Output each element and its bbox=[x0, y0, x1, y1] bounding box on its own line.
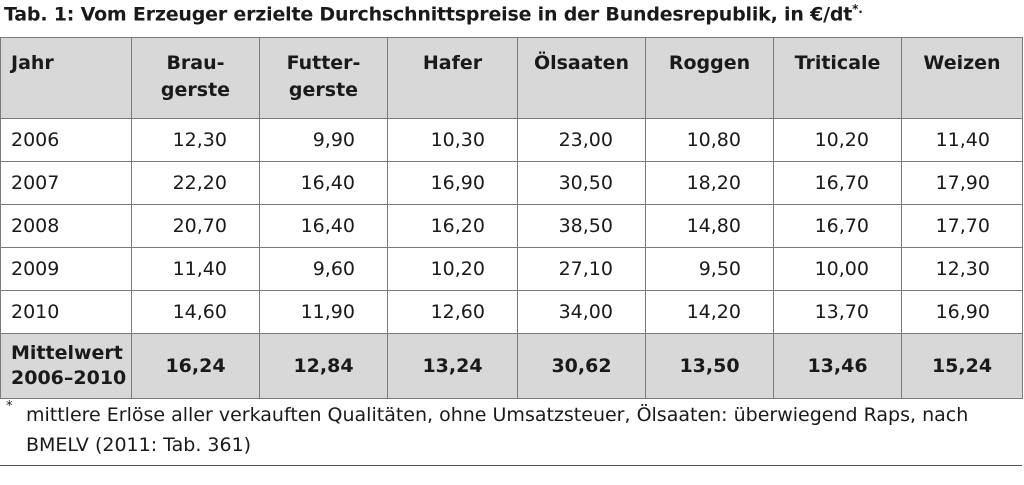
header-hafer: Hafer bbox=[387, 37, 518, 119]
cell-value: 38,50 bbox=[517, 204, 646, 248]
cell-value: 16,70 bbox=[773, 204, 902, 248]
cell-value: 16,90 bbox=[387, 161, 518, 205]
cell-year: 2008 bbox=[0, 204, 132, 248]
cell-value: 10,20 bbox=[773, 118, 902, 162]
cell-year: 2009 bbox=[0, 247, 132, 291]
mean-label: Mittelwert 2006–2010 bbox=[0, 333, 132, 399]
cell-year: 2007 bbox=[0, 161, 132, 205]
header-braugerste: Brau-gerste bbox=[131, 37, 260, 119]
cell-value: 17,90 bbox=[901, 161, 1023, 205]
mean-value: 15,24 bbox=[901, 333, 1023, 399]
cell-value: 9,50 bbox=[645, 247, 774, 291]
cell-year: 2010 bbox=[0, 290, 132, 334]
cell-year: 2006 bbox=[0, 118, 132, 162]
cell-value: 12,30 bbox=[131, 118, 260, 162]
table-row: 2010 14,60 11,90 12,60 34,00 14,20 13,70… bbox=[0, 290, 1023, 334]
table-caption: Tab. 1: Vom Erzeuger erzielte Durchschni… bbox=[4, 2, 863, 25]
cell-value: 16,20 bbox=[387, 204, 518, 248]
header-roggen: Roggen bbox=[645, 37, 774, 119]
cell-value: 16,40 bbox=[259, 161, 388, 205]
cell-value: 12,30 bbox=[901, 247, 1023, 291]
mean-value: 12,84 bbox=[259, 333, 388, 399]
price-table: Jahr Brau-gerste Futter-gerste Hafer Öls… bbox=[0, 37, 1023, 399]
cell-value: 11,90 bbox=[259, 290, 388, 334]
cell-value: 12,60 bbox=[387, 290, 518, 334]
cell-value: 9,90 bbox=[259, 118, 388, 162]
mean-value: 13,24 bbox=[387, 333, 518, 399]
mean-value: 13,50 bbox=[645, 333, 774, 399]
cell-value: 10,20 bbox=[387, 247, 518, 291]
cell-value: 10,30 bbox=[387, 118, 518, 162]
cell-value: 14,80 bbox=[645, 204, 774, 248]
table-header-row: Jahr Brau-gerste Futter-gerste Hafer Öls… bbox=[0, 37, 1023, 119]
table-footnote: * mittlere Erlöse aller verkauften Quali… bbox=[6, 399, 1006, 460]
mean-row: Mittelwert 2006–2010 16,24 12,84 13,24 30… bbox=[0, 333, 1023, 399]
footnote-mark: * bbox=[6, 399, 13, 414]
cell-value: 11,40 bbox=[901, 118, 1023, 162]
header-futtergerste: Futter-gerste bbox=[259, 37, 388, 119]
table-row: 2007 22,20 16,40 16,90 30,50 18,20 16,70… bbox=[0, 161, 1023, 205]
cell-value: 14,20 bbox=[645, 290, 774, 334]
table-row: 2009 11,40 9,60 10,20 27,10 9,50 10,00 1… bbox=[0, 247, 1023, 291]
cell-value: 23,00 bbox=[517, 118, 646, 162]
cell-value: 20,70 bbox=[131, 204, 260, 248]
mean-value: 16,24 bbox=[131, 333, 260, 399]
cell-value: 14,60 bbox=[131, 290, 260, 334]
cell-value: 13,70 bbox=[773, 290, 902, 334]
mean-value: 13,46 bbox=[773, 333, 902, 399]
cell-value: 16,40 bbox=[259, 204, 388, 248]
cell-value: 9,60 bbox=[259, 247, 388, 291]
mean-value: 30,62 bbox=[517, 333, 646, 399]
header-weizen: Weizen bbox=[901, 37, 1023, 119]
cell-value: 27,10 bbox=[517, 247, 646, 291]
cell-value: 17,70 bbox=[901, 204, 1023, 248]
bottom-rule bbox=[0, 465, 1022, 466]
caption-footnote-mark: *. bbox=[852, 2, 863, 16]
cell-value: 16,70 bbox=[773, 161, 902, 205]
header-oelsaaten: Ölsaaten bbox=[517, 37, 646, 119]
table-row: 2006 12,30 9,90 10,30 23,00 10,80 10,20 … bbox=[0, 118, 1023, 162]
cell-value: 22,20 bbox=[131, 161, 260, 205]
cell-value: 11,40 bbox=[131, 247, 260, 291]
header-triticale: Triticale bbox=[773, 37, 902, 119]
cell-value: 30,50 bbox=[517, 161, 646, 205]
cell-value: 16,90 bbox=[901, 290, 1023, 334]
cell-value: 34,00 bbox=[517, 290, 646, 334]
footnote-text: mittlere Erlöse aller verkauften Qualitä… bbox=[26, 404, 969, 456]
caption-text: Tab. 1: Vom Erzeuger erzielte Durchschni… bbox=[4, 3, 853, 26]
header-jahr: Jahr bbox=[0, 37, 132, 119]
cell-value: 10,00 bbox=[773, 247, 902, 291]
table-row: 2008 20,70 16,40 16,20 38,50 14,80 16,70… bbox=[0, 204, 1023, 248]
cell-value: 18,20 bbox=[645, 161, 774, 205]
cell-value: 10,80 bbox=[645, 118, 774, 162]
